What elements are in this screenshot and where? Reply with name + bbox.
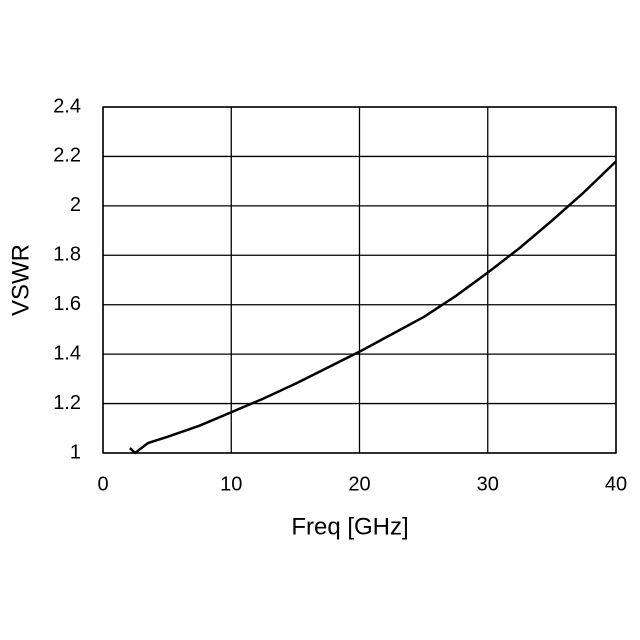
y-tick-label: 1.6	[53, 293, 81, 315]
chart: Freq [GHz] VSWR 1 1.2 1.4 1.6 1.8 2 2.2 2.4 0 10 2…	[0, 0, 640, 640]
y-tick-label: 2.4	[53, 95, 81, 117]
x-axis-title: Freq [GHz]	[291, 513, 408, 540]
y-tick-label: 1.8	[53, 244, 81, 266]
x-tick-label: 20	[348, 473, 370, 495]
y-tick-label: 2.2	[53, 145, 81, 167]
y-tick-label: 1	[70, 441, 81, 463]
y-tick-label: 2	[70, 194, 81, 216]
x-tick-label: 30	[477, 473, 499, 495]
x-tick-label: 0	[97, 473, 108, 495]
x-tick-label: 10	[220, 473, 242, 495]
y-tick-label: 1.4	[53, 342, 81, 364]
data-line	[130, 161, 616, 453]
y-axis-title: VSWR	[7, 244, 34, 316]
x-tick-label: 40	[605, 473, 627, 495]
y-tick-label: 1.2	[53, 392, 81, 414]
